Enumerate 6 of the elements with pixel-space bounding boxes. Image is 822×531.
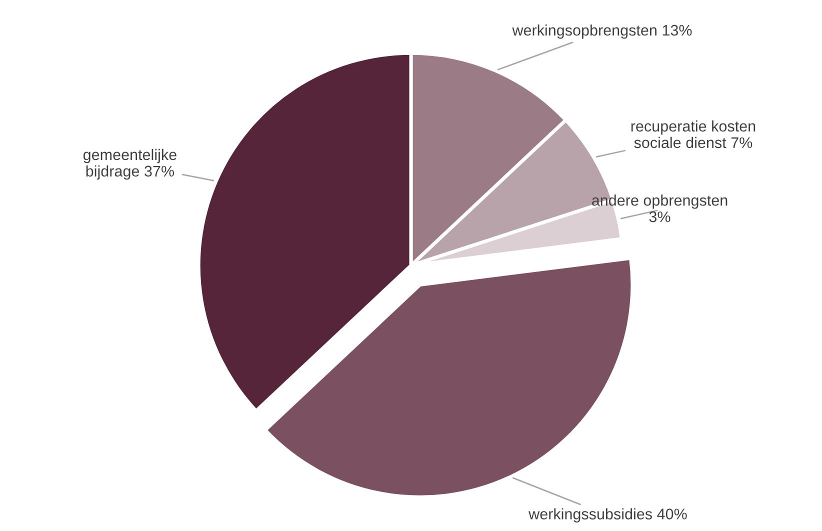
slice-label: werkingssubsidies 40% [528, 508, 687, 522]
data-label: 3% [649, 211, 670, 222]
slice-label: werkingsopbrengsten 13% [512, 24, 692, 39]
slice-label: andere opbrengsten [592, 194, 728, 209]
slice-label: recuperatie kosten sociale dienst 7% [631, 120, 756, 148]
slice-label: gemeentelijke bijdrage 37% [83, 148, 176, 180]
